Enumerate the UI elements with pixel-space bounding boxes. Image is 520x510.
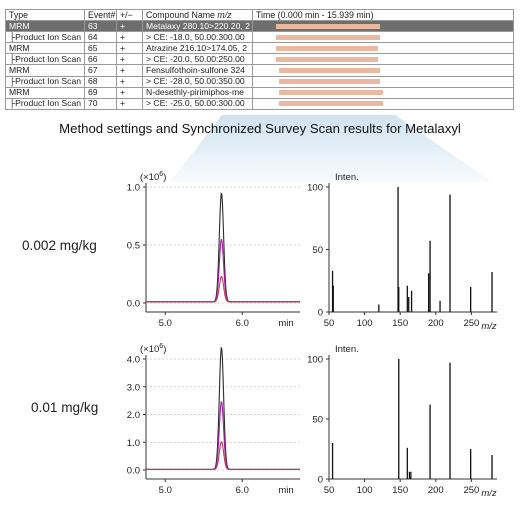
time-segment-bar: [279, 79, 381, 85]
y-tick-label: 3.0: [127, 382, 140, 393]
y-tick-label: 0.0: [127, 299, 140, 310]
x-axis-label: min: [278, 318, 293, 329]
x-tick-label: 250: [463, 485, 479, 496]
x-tick-label: 150: [392, 485, 408, 496]
scale-exponent: 6: [159, 343, 163, 350]
y-scale-label: (×106): [140, 171, 166, 183]
table-row[interactable]: MRM 67 + Fensulfothoin-sulfone 324: [5, 64, 514, 77]
y-scale-label: (×106): [140, 343, 166, 355]
scale-base: (×10: [140, 172, 159, 183]
y-tick-label: 4.0: [127, 355, 140, 366]
y-tick-label: 100: [307, 355, 323, 366]
row-time-cell: [252, 86, 514, 99]
trace-series-2: [146, 275, 300, 303]
row-compound-cell: > CE: -25.0, 50.00:300.00: [142, 97, 253, 110]
table-row[interactable]: ├Product Ion Scan 68 + > CE: -28.0, 50.00:3…: [5, 75, 514, 88]
y-tick-label: 50: [312, 415, 323, 426]
trace-series-1: [146, 400, 300, 470]
y-tick-label: 2.0: [127, 410, 140, 421]
x-tick-label: 6.0: [236, 485, 249, 496]
x-axis-label: m/z: [481, 488, 497, 499]
time-segment-bar: [276, 45, 378, 51]
time-segment-bar: [276, 56, 378, 62]
scale-exponent: 6: [159, 171, 163, 178]
row-type-cell: ├Product Ion Scan: [5, 75, 85, 88]
y-tick-label: 0: [318, 308, 323, 319]
trace-series-2: [146, 441, 300, 470]
row-time-cell: [252, 97, 514, 110]
x-tick-label: 50: [324, 485, 335, 496]
y-axis-label: Inten.: [335, 344, 359, 355]
x-tick-label: 200: [428, 318, 444, 329]
x-tick-label: 100: [357, 318, 373, 329]
y-tick-label: 50: [312, 245, 323, 256]
x-axis-label: min: [278, 485, 293, 496]
scale-close: ): [163, 172, 166, 183]
time-segment-bar: [279, 101, 383, 107]
y-axis-label: Inten.: [335, 172, 359, 183]
time-segment-bar: [276, 34, 381, 40]
compound-header-unit: m/z: [217, 9, 232, 20]
x-axis-label: m/z: [481, 321, 497, 332]
x-tick-label: 5.0: [159, 485, 172, 496]
x-tick-label: 100: [357, 485, 373, 496]
compound-header-label: Compound Name: [146, 9, 218, 20]
section-title: Method settings and Synchronized Survey …: [59, 121, 461, 136]
table-row[interactable]: MRM 69 + N-desethly-pirimiphos-me: [5, 86, 514, 99]
x-tick-label: 150: [392, 318, 408, 329]
x-tick-label: 50: [324, 318, 335, 329]
table-row[interactable]: ├Product Ion Scan 70 + > CE: -25.0, 50.00:3…: [5, 97, 514, 110]
row-time-cell: [252, 64, 514, 77]
time-segment-bar: [279, 90, 383, 96]
x-tick-label: 200: [428, 485, 444, 496]
y-tick-label: 0.5: [127, 241, 140, 252]
table-row[interactable]: MRM 63 + Metalaxy 280.10>220.20, 2: [5, 20, 514, 33]
scale-close: ): [163, 344, 166, 355]
sample-label-0002: 0.002 mg/kg: [22, 238, 97, 253]
trace-series-1: [146, 238, 300, 303]
scale-base: (×10: [140, 344, 159, 355]
x-tick-label: 6.0: [236, 318, 249, 329]
sample-label-001: 0.01 mg/kg: [31, 400, 99, 415]
col-type-header[interactable]: Type: [5, 8, 85, 22]
table-row[interactable]: ├Product Ion Scan 64 + > CE: -18.0, 50.00:3…: [5, 31, 514, 44]
table-row[interactable]: ├Product Ion Scan 66 + > CE: -20.0, 50.00:2…: [5, 53, 514, 66]
row-type-cell: MRM: [5, 64, 85, 77]
x-tick-label: 5.0: [159, 318, 172, 329]
y-tick-label: 0.0: [127, 466, 140, 477]
row-time-cell: [252, 75, 514, 88]
y-tick-label: 1.0: [127, 183, 140, 194]
y-tick-label: 1.0: [127, 438, 140, 449]
y-tick-label: 0: [318, 475, 323, 486]
row-event-cell: 67: [84, 64, 117, 77]
method-table: Type Event# +/− Compound Name m/z Time (…: [5, 8, 514, 110]
time-segment-bar: [279, 67, 381, 73]
x-tick-label: 250: [463, 318, 479, 329]
y-tick-label: 100: [307, 183, 323, 194]
time-segment-bar: [276, 23, 381, 29]
